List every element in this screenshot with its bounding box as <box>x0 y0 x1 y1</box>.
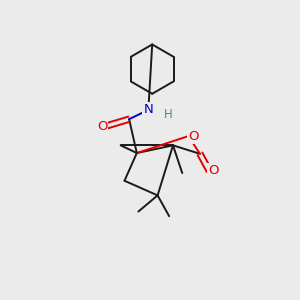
Text: N: N <box>143 103 153 116</box>
Text: O: O <box>188 130 199 142</box>
Text: O: O <box>97 120 107 133</box>
Text: O: O <box>208 164 218 177</box>
Text: H: H <box>164 108 172 121</box>
